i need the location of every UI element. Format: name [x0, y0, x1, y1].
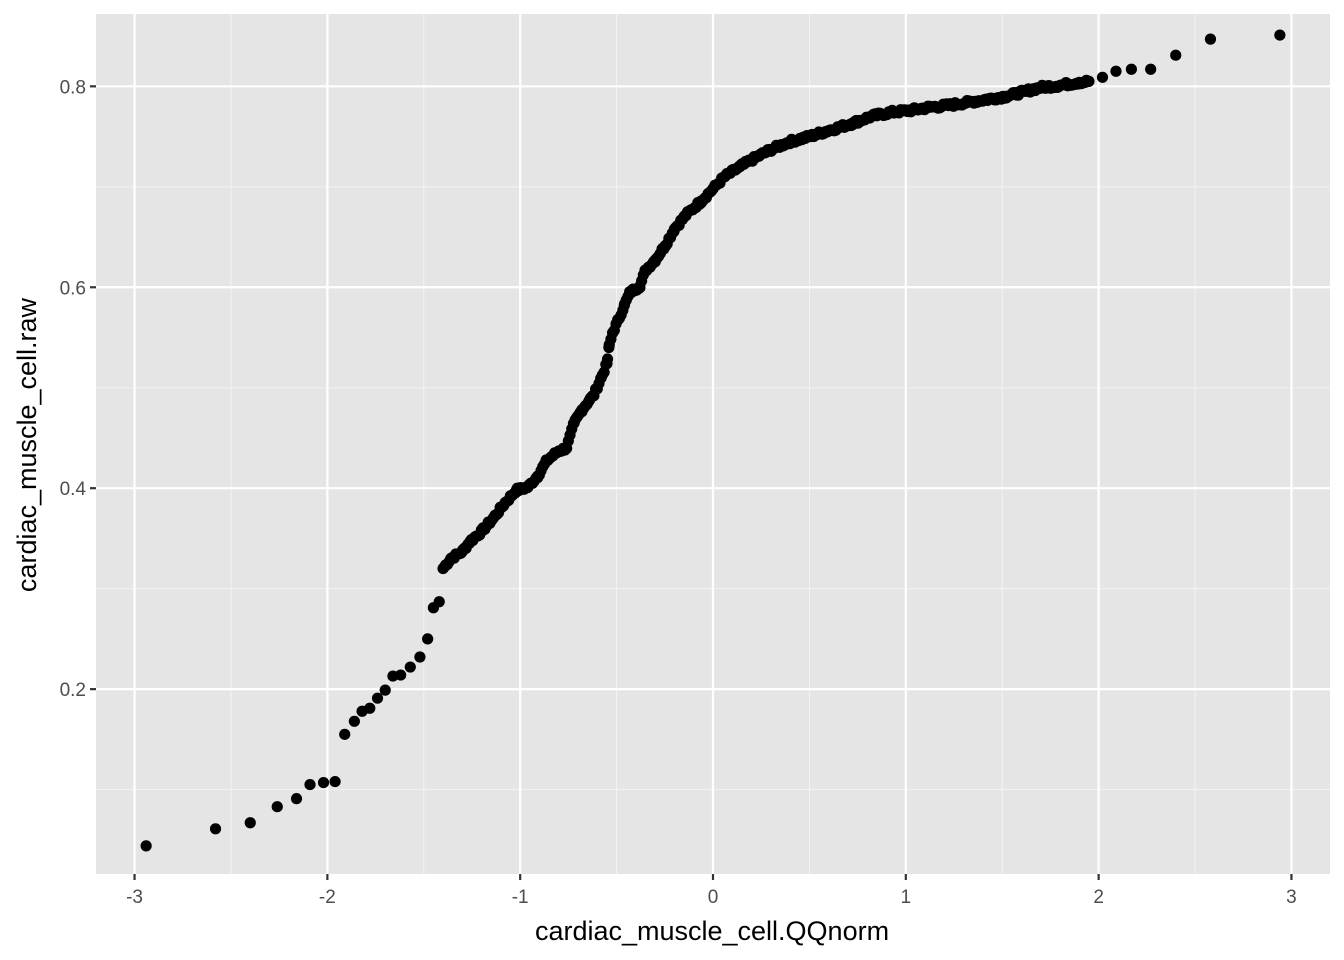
x-tick-label: -1 [512, 887, 529, 908]
data-point [339, 728, 351, 740]
data-point [1204, 33, 1217, 45]
data-point [1274, 29, 1286, 41]
x-tick-label: 3 [1286, 887, 1297, 908]
data-point [209, 823, 222, 835]
x-axis: -3 -2 -1 0 1 2 3 [126, 874, 1297, 908]
data-point [433, 596, 445, 608]
data-point [1110, 65, 1122, 77]
major-gridlines [96, 14, 1330, 874]
data-point [1145, 63, 1157, 75]
data-point [290, 793, 303, 805]
data-point [271, 801, 283, 813]
data-points [140, 29, 1286, 852]
data-point [348, 715, 360, 727]
data-point [1082, 75, 1094, 88]
data-point [244, 817, 256, 829]
x-axis-title: cardiac_muscle_cell.QQnorm [535, 916, 889, 946]
y-tick-label: 0.4 [60, 479, 87, 500]
y-tick-label: 0.8 [60, 77, 86, 98]
data-point [395, 669, 407, 681]
data-point [414, 651, 426, 663]
data-point [317, 776, 330, 789]
data-point [1170, 49, 1182, 61]
x-tick-label: 1 [901, 887, 912, 908]
x-tick-label: 2 [1093, 887, 1104, 908]
data-point [1125, 63, 1137, 75]
y-tick-label: 0.6 [60, 278, 86, 299]
x-tick-label: 0 [708, 887, 719, 908]
data-point [140, 840, 152, 852]
data-point [1096, 71, 1109, 83]
data-point [364, 702, 376, 714]
data-point [379, 684, 391, 696]
y-tick-label: 0.2 [60, 680, 86, 701]
data-point [404, 661, 416, 673]
x-tick-label: -2 [319, 887, 336, 908]
y-axis-title: cardiac_muscle_cell.raw [12, 297, 42, 592]
data-point [371, 692, 384, 704]
data-point [329, 775, 341, 788]
data-point [304, 778, 316, 791]
y-axis: 0.2 0.4 0.6 0.8 [60, 77, 96, 701]
x-tick-label: -3 [126, 887, 143, 908]
data-point [422, 633, 434, 645]
data-point [601, 353, 614, 365]
